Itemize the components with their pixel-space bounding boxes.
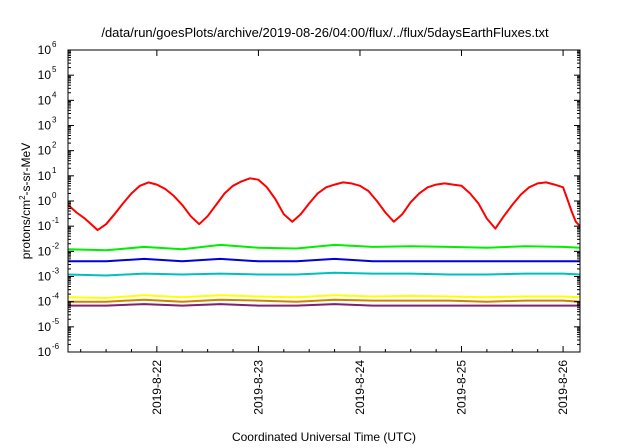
series-line-6 [68,298,581,303]
y-tick-label: 10 [38,144,52,158]
series-line-3 [68,257,580,263]
x-axis-label: Coordinated Universal Time (UTC) [232,430,416,444]
y-tick-label: 10 [38,270,52,284]
series-line-5 [67,294,581,299]
y-tick-exponent: -2 [52,241,60,250]
y-tick-exponent: -5 [52,317,60,326]
y-tick-label: 10 [38,219,52,233]
series-line-7 [68,303,580,307]
y-tick-exponent: 0 [52,191,57,200]
plot-frame [67,49,581,353]
y-tick-exponent: 2 [52,141,57,150]
chart-title: /data/run/goesPlots/archive/2019-08-26/0… [101,25,549,40]
y-tick-label: 10 [38,119,52,133]
y-axis-label: protons/cm2-s-sr-MeV [18,143,33,259]
x-tick-label: 2019-8-25 [455,360,469,415]
series-line-2 [67,243,581,252]
y-tick-label: 10 [38,345,52,359]
y-tick-label: 10 [38,244,52,258]
x-tick-label: 2019-8-24 [353,360,367,415]
y-tick-exponent: 1 [52,166,57,175]
y-tick-exponent: -4 [52,292,60,301]
y-tick-exponent: 6 [52,40,57,49]
y-axis: 10 -610 -510 -410 -310 -210 -110 010 110 210 310 41… [38,40,580,359]
x-axis: 2019-8-22 2019-8-23 2019-8-24 2019-8-25 2019… [80,50,570,415]
y-tick-label: 10 [38,68,52,82]
y-tick-exponent: 4 [52,90,57,99]
series-layer [67,177,581,307]
y-tick-label: 10 [38,43,52,57]
x-tick-label: 2019-8-26 [556,360,570,415]
y-tick-label: 10 [38,320,52,334]
y-tick-exponent: 3 [52,116,57,125]
series-line-4 [67,271,581,277]
y-tick-exponent: -6 [52,342,60,351]
x-tick-label: 2019-8-23 [251,360,265,415]
y-tick-label: 10 [38,93,52,107]
y-tick-exponent: -1 [52,216,60,225]
y-tick-exponent: -3 [52,267,60,276]
y-tick-label: 10 [38,169,52,183]
x-tick-label: 2019-8-22 [150,360,164,415]
y-tick-exponent: 5 [52,65,57,74]
series-line-1 [67,177,581,232]
y-tick-label: 10 [38,295,52,309]
y-tick-label: 10 [38,194,52,208]
